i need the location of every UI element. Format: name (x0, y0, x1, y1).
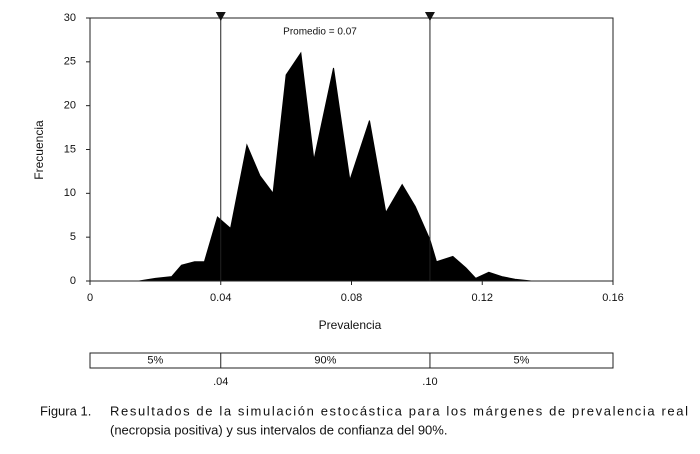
x-tick-label: 0.16 (602, 292, 623, 304)
interval-segment-label: 90% (314, 354, 336, 366)
caption-label: Figura 1. (40, 403, 91, 418)
y-tick-label: 30 (64, 12, 76, 24)
y-tick-label: 0 (70, 275, 76, 287)
interval-label: .10 (422, 376, 437, 388)
interval-segment-label: 5% (147, 354, 163, 366)
y-tick-label: 15 (64, 143, 76, 155)
x-tick-label: 0.12 (472, 292, 493, 304)
x-tick-label: 0 (87, 292, 93, 304)
interval-marker (424, 12, 435, 21)
x-tick-label: 0.08 (341, 292, 362, 304)
annotation: Promedio = 0.07 (283, 27, 357, 38)
interval-marker (215, 12, 226, 21)
interval-segment-label: 5% (514, 354, 530, 366)
y-tick-label: 25 (64, 56, 76, 68)
caption-line: Resultados de la simulación estocástica … (110, 403, 688, 418)
y-tick-label: 10 (64, 187, 76, 199)
area (138, 51, 532, 282)
y-tick-label: 5 (70, 231, 76, 243)
caption-line: (necropsia positiva) y sus intervalos de… (110, 422, 447, 437)
x-axis-label: Prevalencia (319, 318, 382, 332)
interval-bar (89, 352, 614, 369)
x-tick-label: 0.04 (210, 292, 231, 304)
interval-label: .04 (213, 376, 228, 388)
y-tick-label: 20 (64, 100, 76, 112)
y-axis-label: Frecuencia (32, 120, 46, 180)
